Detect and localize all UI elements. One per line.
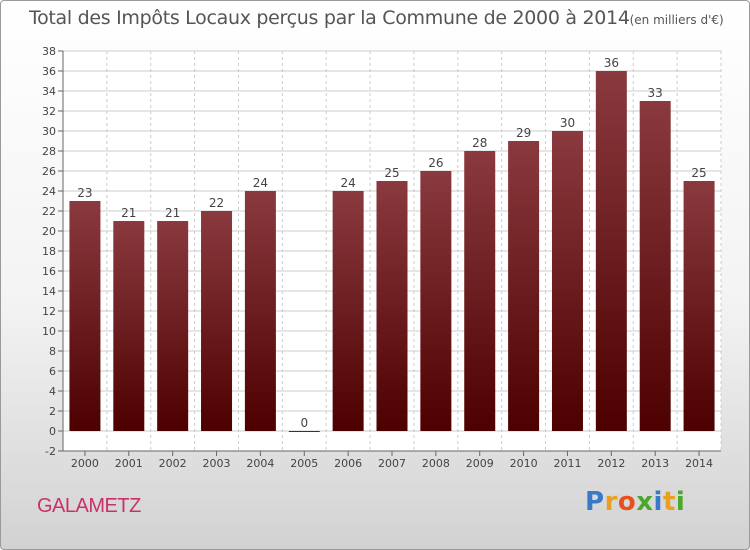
data-labels: 23 21 21 22 24 0 24 25 26 28 29 30 36 33 25 (77, 56, 706, 430)
bar-value-label: 0 (300, 416, 308, 430)
axes: -202468101214161820222426283032343638200… (42, 45, 721, 470)
y-tick-label: 32 (42, 105, 56, 118)
y-tick-label: 16 (42, 265, 56, 278)
x-tick-label: 2005 (290, 457, 318, 470)
bars (69, 71, 715, 432)
y-tick-label: -2 (45, 445, 56, 458)
bar-value-label: 30 (560, 116, 575, 130)
bar-value-label: 21 (121, 206, 136, 220)
logo-letter: t (662, 487, 676, 517)
bar-value-label: 24 (253, 176, 268, 190)
logo-letter: r (604, 487, 618, 517)
y-tick-label: 38 (42, 45, 56, 58)
bar (508, 141, 540, 431)
y-tick-label: 34 (42, 85, 56, 98)
x-tick-label: 2001 (115, 457, 143, 470)
logo-letter: P (585, 487, 605, 517)
y-tick-label: 20 (42, 225, 56, 238)
bar (551, 131, 583, 431)
bar (420, 171, 452, 431)
x-tick-label: 2014 (685, 457, 713, 470)
y-tick-label: 12 (42, 305, 56, 318)
y-tick-label: 6 (49, 365, 56, 378)
bar-value-label: 33 (648, 86, 663, 100)
logo-letter: i (653, 487, 663, 517)
y-tick-label: 28 (42, 145, 56, 158)
bar (201, 211, 233, 431)
bar-value-label: 23 (77, 186, 92, 200)
chart-title-text: Total des Impôts Locaux perçus par la Co… (29, 7, 630, 29)
bar-value-label: 25 (691, 166, 706, 180)
x-tick-label: 2010 (510, 457, 538, 470)
y-tick-label: 22 (42, 205, 56, 218)
bar (464, 151, 496, 431)
x-tick-label: 2006 (334, 457, 362, 470)
bar-value-label: 29 (516, 126, 531, 140)
bar-value-label: 22 (209, 196, 224, 210)
chart-title: Total des Impôts Locaux perçus par la Co… (29, 7, 724, 29)
y-tick-label: 18 (42, 245, 56, 258)
proxiti-logo: Proxiti (585, 487, 685, 517)
bar (69, 201, 101, 431)
bar (332, 191, 364, 431)
x-tick-label: 2007 (378, 457, 406, 470)
logo-letter: i (675, 487, 686, 517)
bar (683, 181, 715, 431)
bar-value-label: 36 (604, 56, 619, 70)
bar (113, 221, 145, 431)
x-tick-label: 2009 (466, 457, 494, 470)
commune-name: GALAMETZ (37, 495, 141, 517)
logo-letter: x (636, 487, 654, 517)
bar-value-label: 26 (428, 156, 443, 170)
bar (376, 181, 408, 431)
y-tick-label: 0 (49, 425, 56, 438)
x-tick-label: 2004 (246, 457, 274, 470)
bar (288, 431, 320, 432)
bar-value-label: 24 (340, 176, 355, 190)
y-tick-label: 4 (49, 385, 56, 398)
logo-letter: o (617, 487, 637, 517)
x-tick-label: 2008 (422, 457, 450, 470)
bar-value-label: 25 (384, 166, 399, 180)
x-tick-label: 2002 (159, 457, 187, 470)
bar (157, 221, 189, 431)
y-tick-label: 30 (42, 125, 56, 138)
y-tick-label: 24 (42, 185, 56, 198)
x-tick-label: 2011 (553, 457, 581, 470)
x-tick-label: 2013 (641, 457, 669, 470)
y-tick-label: 26 (42, 165, 56, 178)
y-tick-label: 8 (49, 345, 56, 358)
bar (244, 191, 276, 431)
bar-value-label: 21 (165, 206, 180, 220)
y-tick-label: 2 (49, 405, 56, 418)
x-tick-label: 2003 (203, 457, 231, 470)
y-tick-label: 10 (42, 325, 56, 338)
y-tick-label: 14 (42, 285, 56, 298)
x-tick-label: 2000 (71, 457, 99, 470)
x-tick-label: 2012 (597, 457, 625, 470)
bar (595, 71, 627, 431)
y-tick-label: 36 (42, 65, 56, 78)
bar-value-label: 28 (472, 136, 487, 150)
chart-unit: (en milliers d'€) (629, 13, 724, 27)
bar (639, 101, 671, 431)
